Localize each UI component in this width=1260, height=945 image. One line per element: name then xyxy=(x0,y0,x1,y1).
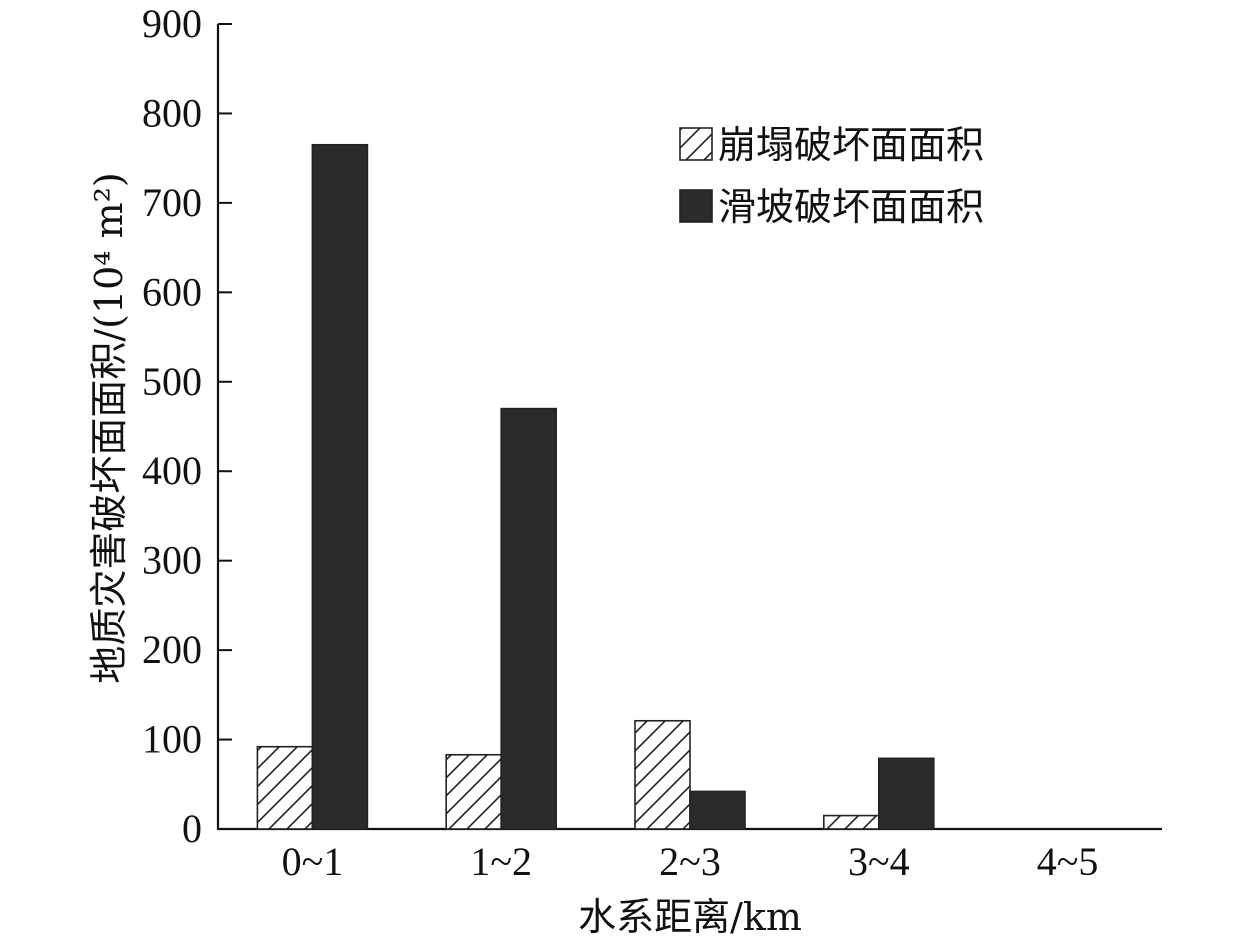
y-tick-label: 100 xyxy=(142,717,202,762)
y-tick-label: 400 xyxy=(142,448,202,493)
x-tick-label: 2~3 xyxy=(659,839,721,884)
y-tick-label: 200 xyxy=(142,627,202,672)
bar-landslide-area xyxy=(877,757,935,830)
y-tick-label: 300 xyxy=(142,538,202,583)
legend-label: 崩塌破坏面面积 xyxy=(718,123,984,167)
x-axis-title: 水系距离/km xyxy=(578,895,802,939)
x-tick-label: 0~1 xyxy=(282,839,344,884)
bar-landslide-area xyxy=(500,407,558,830)
y-tick-label: 600 xyxy=(142,269,202,314)
x-tick-label: 4~5 xyxy=(1037,839,1099,884)
y-axis-title: 地质灾害破坏面面积/(10⁴ m²) xyxy=(87,172,131,683)
y-tick-label: 500 xyxy=(142,359,202,404)
plot-area: 0 100 200 300 400 500 600 700 800 900 0~1 1~2 2~3 3~4… xyxy=(142,1,1162,884)
y-tick-label: 800 xyxy=(142,90,202,135)
bar-landslide-area xyxy=(689,790,746,830)
bar-collapse-area xyxy=(256,745,314,830)
bar-landslide-area xyxy=(311,143,369,830)
legend-label: 滑坡破坏面面积 xyxy=(718,185,984,229)
y-tick-label: 900 xyxy=(142,1,202,46)
y-tick-label: 700 xyxy=(142,180,202,225)
bar-collapse-area xyxy=(634,719,691,830)
y-tick-label: 0 xyxy=(182,806,202,851)
bar-collapse-area xyxy=(445,753,503,830)
x-tick-label: 3~4 xyxy=(848,839,910,884)
legend-swatch-collapse xyxy=(679,127,713,161)
legend-swatch-landslide xyxy=(679,189,713,223)
x-tick-label: 1~2 xyxy=(470,839,532,884)
bar-collapse-area xyxy=(822,814,880,830)
